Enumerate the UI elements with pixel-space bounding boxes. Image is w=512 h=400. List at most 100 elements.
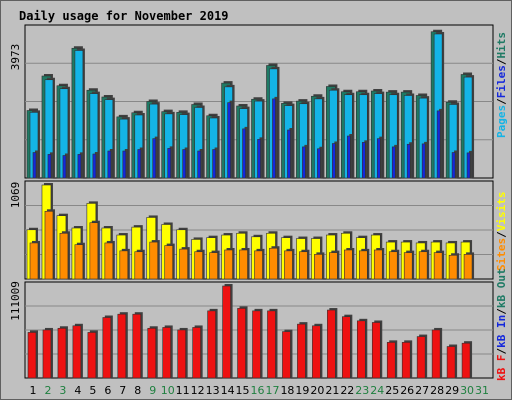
pages-bar-day-19 (302, 146, 306, 179)
kbytes-bar-day-5 (87, 332, 97, 379)
day-label-14: 14 (221, 384, 235, 397)
pages-bar-day-17 (272, 98, 276, 179)
sites-bar-day-2 (44, 210, 54, 280)
kbytes-bar-day-12 (192, 327, 201, 379)
pages-bar-day-27 (421, 143, 426, 179)
day-label-8: 8 (134, 384, 141, 397)
pages-bar-day-5 (92, 153, 97, 179)
middle-legend-text: Sites/Visits (495, 192, 508, 272)
pages-bar-day-8 (137, 149, 142, 179)
sites-bar-day-4 (74, 244, 84, 280)
pages-bar-day-29-shadow (454, 150, 458, 178)
top-legend-item: / (495, 98, 508, 105)
day-label-10: 10 (161, 384, 175, 397)
bottom-legend-item: kB In (495, 315, 508, 348)
pages-bar-day-12-shadow (199, 148, 203, 178)
day-label-29: 29 (445, 384, 459, 397)
kbytes-bar-day-14 (222, 285, 231, 379)
pages-bar-day-4-shadow (79, 152, 83, 178)
kbytes-bar-day-7 (117, 313, 127, 379)
pages-bar-day-20 (317, 148, 321, 179)
day-label-15: 15 (236, 384, 250, 397)
pages-bar-day-19-shadow (304, 144, 308, 178)
kbytes-panel (24, 281, 494, 379)
pages-bar-day-28 (436, 110, 441, 179)
pages-bar-day-26-shadow (409, 142, 413, 178)
kbytes-bar-day-18 (282, 331, 291, 379)
sites-bar-day-25 (388, 251, 398, 280)
kbytes-bar-day-17 (267, 310, 276, 379)
day-label-18: 18 (280, 384, 294, 397)
day-labels: 1 2 3 4 5 6 7 8 9 10 11 12 13 14 15 16 17 18 19 20 21 22 23 24 2… (30, 384, 490, 397)
sites-bar-day-15 (239, 249, 248, 280)
day-label-16: 16 (251, 384, 265, 397)
kbytes-bar-day-29 (446, 346, 456, 379)
pages-bar-day-7-shadow (124, 148, 128, 178)
day-label-30: 30 (460, 384, 474, 397)
pages-bar-day-6 (107, 150, 112, 179)
day-label-19: 19 (295, 384, 309, 397)
pages-bar-day-10-shadow (169, 146, 173, 178)
kbytes-bar-day-1 (27, 332, 37, 379)
sites-bar-day-1 (29, 242, 39, 280)
sites-bar-day-16 (254, 250, 263, 280)
bottom-legend-item: / (495, 308, 508, 315)
sites-bar-day-24 (373, 249, 383, 280)
kbytes-bar-day-21 (327, 309, 336, 379)
kbytes-bar-day-8 (132, 313, 142, 379)
bottom-legend-item: kB Out (495, 268, 508, 308)
kbytes-bar-day-16 (252, 310, 261, 379)
pages-bar-day-30 (466, 152, 471, 179)
sites-bar-day-3 (59, 232, 69, 280)
top-legend-item: / (495, 58, 508, 65)
sites-bar-day-30 (463, 254, 473, 280)
visits-sites-panel (24, 180, 494, 280)
pages-bar-day-25-shadow (394, 144, 398, 178)
pages-bar-day-21-shadow (334, 141, 338, 178)
pages-bar-day-9-shadow (154, 136, 158, 178)
pages-bar-day-23 (361, 142, 366, 179)
middle-legend-item: Sites (495, 238, 508, 271)
day-label-27: 27 (415, 384, 429, 397)
sites-bar-day-27 (418, 251, 428, 280)
pages-bar-day-16 (257, 139, 261, 179)
kbytes-bar-day-20 (312, 325, 321, 379)
sites-bar-day-6 (104, 242, 114, 280)
pages-bar-day-26 (406, 143, 411, 179)
kbytes-bar-day-27 (416, 336, 426, 379)
sites-bar-day-29 (448, 254, 458, 280)
kbytes-bar-day-6 (102, 317, 112, 379)
pages-bar-day-3 (62, 155, 67, 179)
chart-title: Daily usage for November 2019 (19, 9, 229, 23)
pages-bar-day-28-shadow (439, 108, 443, 178)
pages-bar-day-14-shadow (229, 100, 233, 178)
pages-bar-day-29 (451, 152, 456, 179)
kbytes-bar-day-11 (177, 329, 186, 379)
pages-bar-day-5-shadow (94, 151, 98, 178)
sites-bar-day-23 (358, 250, 368, 280)
middle-legend: Sites/Visits (495, 192, 508, 272)
pages-bar-day-20-shadow (319, 146, 323, 178)
bottom-legend-item: / (495, 348, 508, 355)
kbytes-bar-day-25 (386, 342, 396, 379)
pages-bar-day-22-shadow (349, 133, 353, 178)
bottom-legend-item: kB F (495, 355, 508, 382)
sites-bar-day-22 (344, 249, 353, 280)
day-label-20: 20 (310, 384, 324, 397)
pages-bar-day-18-shadow (289, 127, 293, 178)
pages-bar-day-16-shadow (259, 137, 263, 178)
day-label-5: 5 (89, 384, 96, 397)
day-label-13: 13 (206, 384, 220, 397)
day-label-9: 9 (149, 384, 156, 397)
sites-bar-day-19 (299, 251, 308, 280)
day-label-23: 23 (355, 384, 369, 397)
day-label-31: 31 (475, 384, 489, 397)
sites-bar-day-26 (403, 252, 413, 280)
kbytes-bar-day-10 (162, 327, 172, 379)
pages-bar-day-23-shadow (364, 140, 368, 178)
pages-bar-day-24-shadow (379, 136, 383, 178)
day-label-3: 3 (59, 384, 66, 397)
day-label-17: 17 (265, 384, 279, 397)
pages-bar-day-1 (32, 152, 37, 179)
day-label-25: 25 (385, 384, 399, 397)
